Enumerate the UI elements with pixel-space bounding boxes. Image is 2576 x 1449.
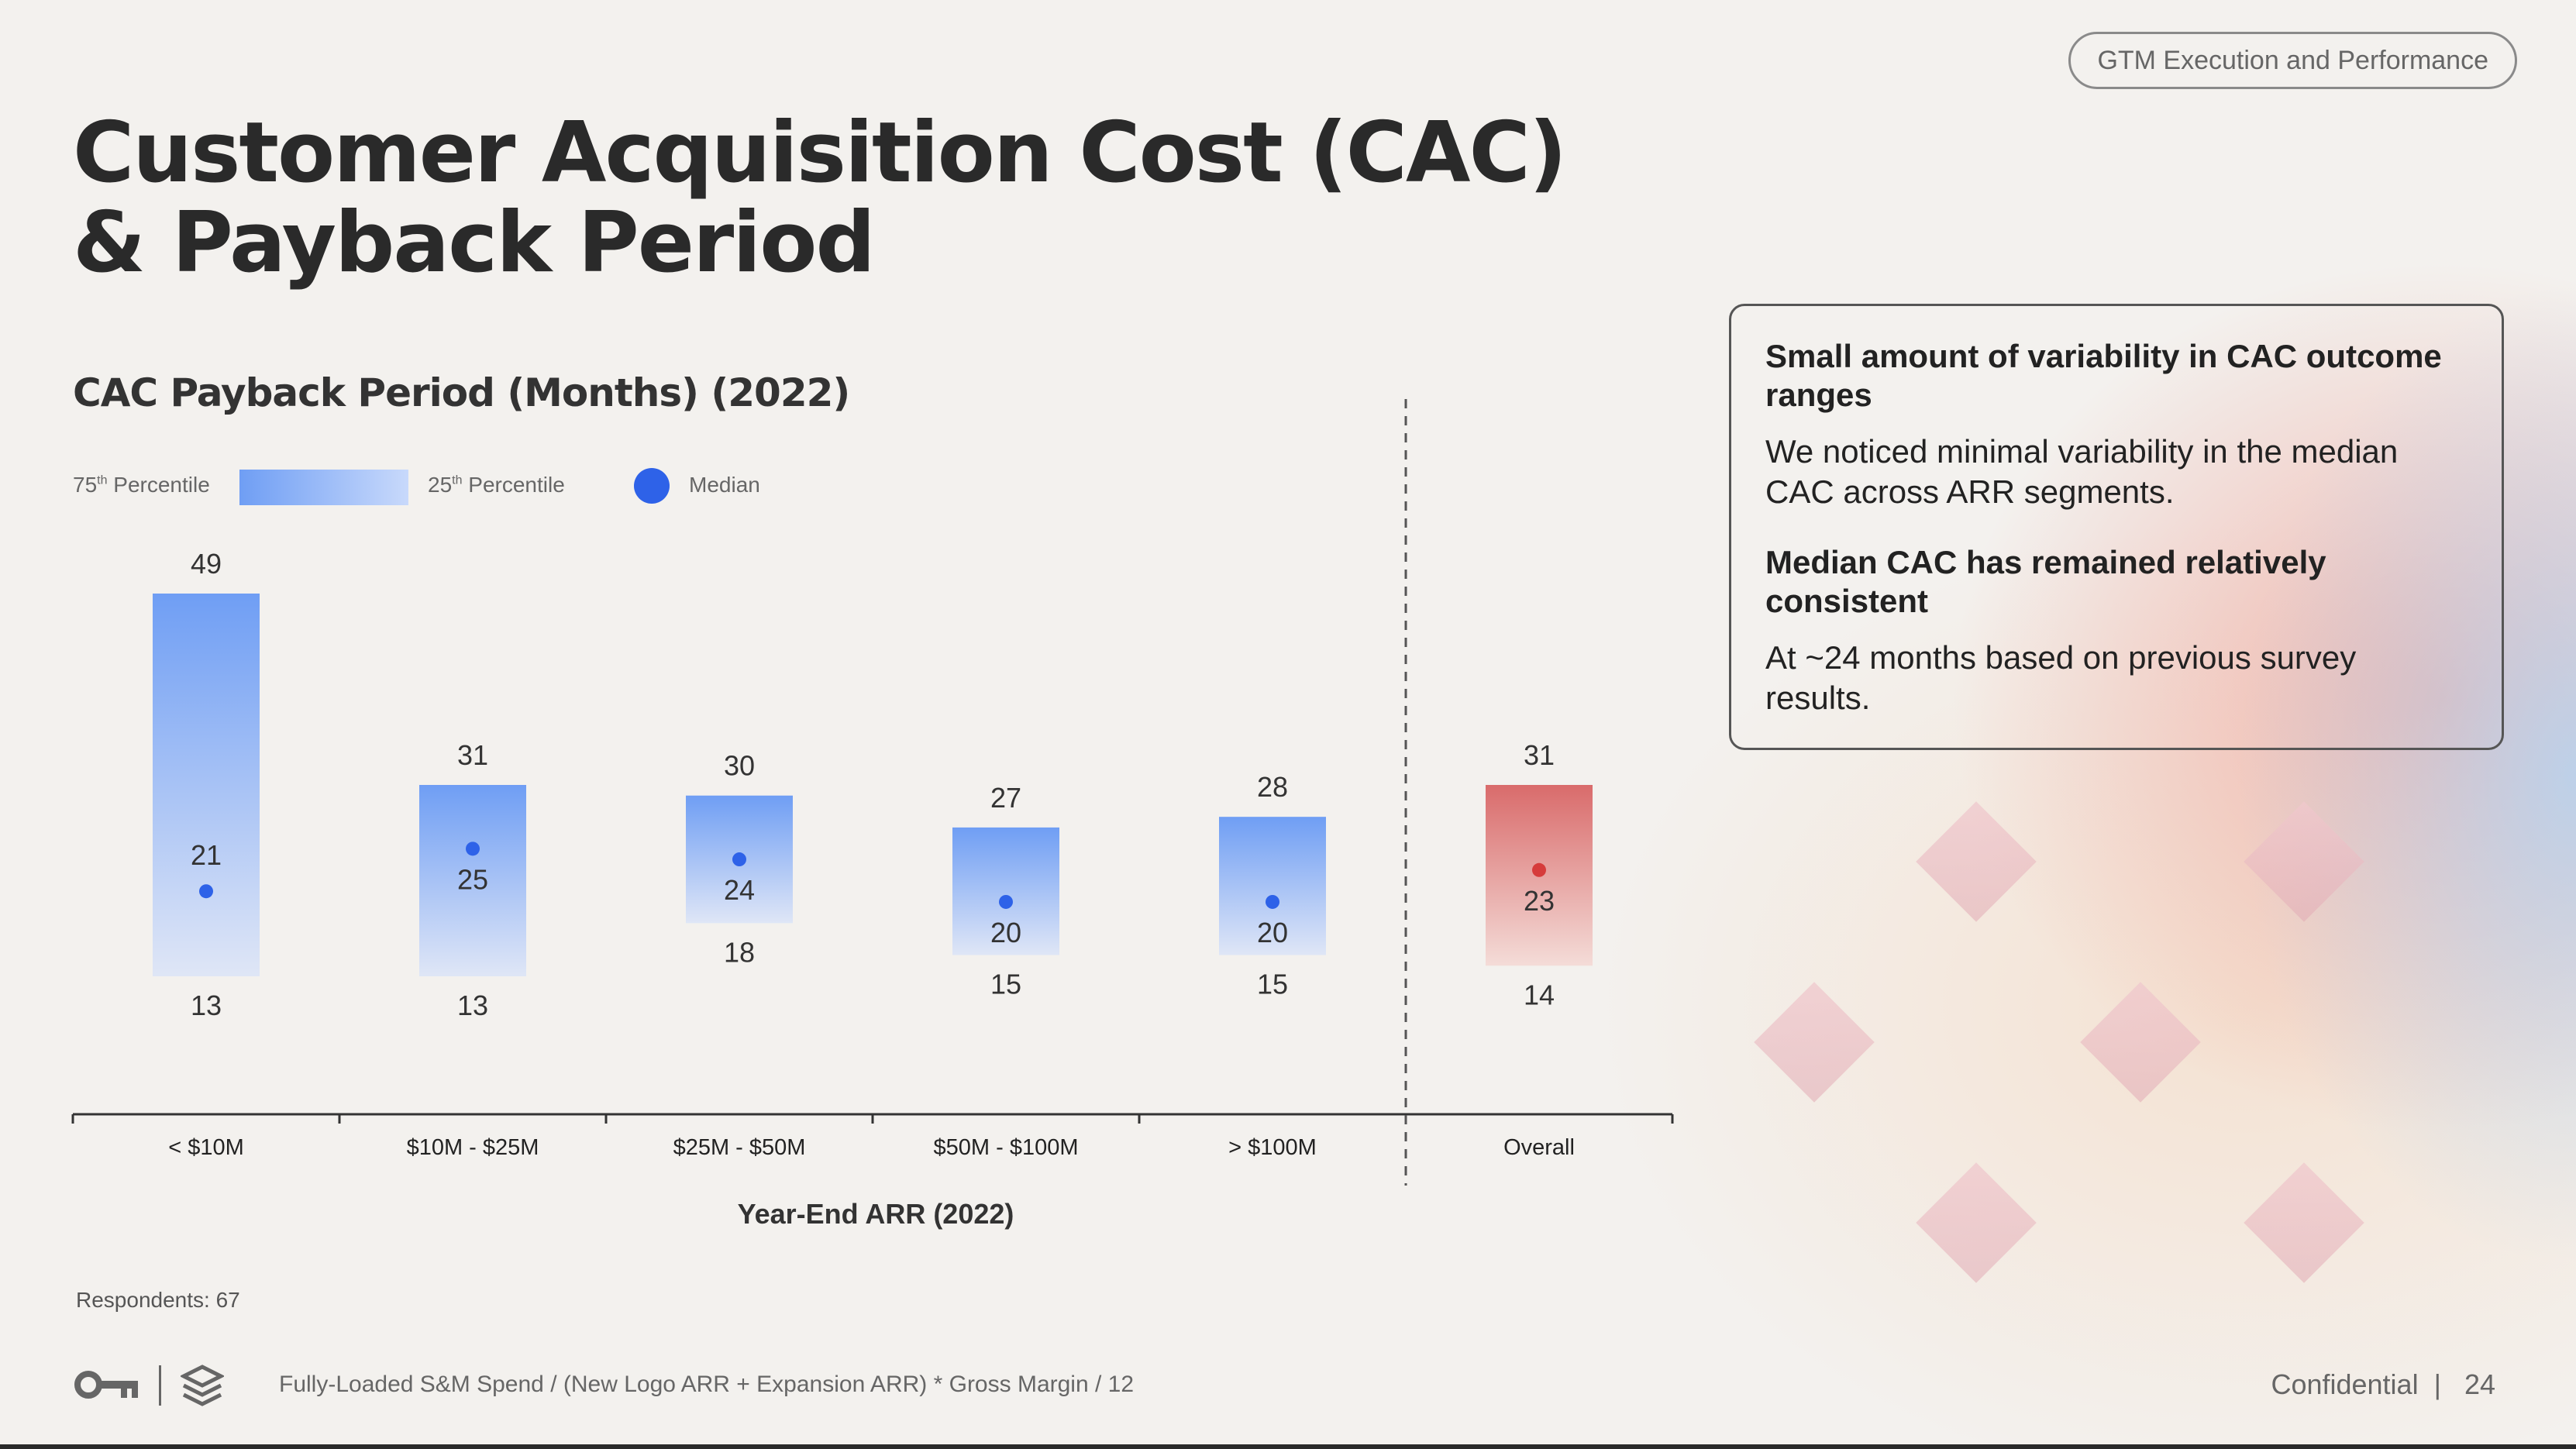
chart-title: CAC Payback Period (Months) (2022): [73, 370, 850, 415]
x-tick-label: $25M - $50M: [673, 1135, 806, 1160]
respondents-note: Respondents: 67: [76, 1288, 240, 1312]
stack-logo-icon: [181, 1365, 224, 1406]
median-data-label: 25: [457, 863, 488, 895]
legend-p25-label: 25th Percentile: [428, 473, 565, 497]
median-data-label: 21: [191, 839, 222, 871]
median-point: [999, 894, 1013, 909]
p75-data-label: 27: [990, 782, 1021, 814]
page-title: Customer Acquisition Cost (CAC) & Paybac…: [73, 108, 1778, 288]
median-data-label: 20: [990, 917, 1021, 948]
x-tick-label: $50M - $100M: [934, 1135, 1079, 1160]
median-data-label: 20: [1257, 917, 1288, 948]
cac-payback-chart: 49 13 21 < $10M 31 13 25 $10M - $25M 30 18 24 $25M …: [71, 399, 1674, 1186]
p25-data-label: 15: [1257, 969, 1288, 1000]
decorative-diamond: [1754, 982, 1875, 1103]
percentile-range-bar: [419, 785, 526, 976]
key-icon: [74, 1371, 138, 1399]
x-axis-title: Year-End ARR (2022): [737, 1198, 1014, 1230]
insight-heading-1: Small amount of variability in CAC outco…: [1765, 338, 2442, 413]
p75-data-label: 28: [1257, 771, 1288, 803]
insight-body-1: We noticed minimal variability in the me…: [1765, 433, 2399, 510]
percentile-range-bar: [153, 594, 260, 976]
p25-data-label: 13: [191, 990, 222, 1021]
p75-data-label: 49: [191, 548, 222, 580]
legend-median-label: Median: [689, 473, 760, 497]
decorative-diamond: [2244, 1162, 2364, 1283]
page-title-line-1: Customer Acquisition Cost (CAC): [73, 105, 1567, 201]
decorative-diamond: [1916, 1162, 2037, 1283]
cac-formula-note: Fully-Loaded S&M Spend / (New Logo ARR +…: [279, 1372, 1135, 1397]
footer: Fully-Loaded S&M Spend / (New Logo ARR +…: [0, 1356, 2576, 1418]
p75-data-label: 31: [457, 739, 488, 771]
p75-data-label: 30: [724, 750, 755, 782]
p25-data-label: 14: [1524, 979, 1555, 1010]
x-tick-label: > $100M: [1228, 1135, 1317, 1160]
x-tick-label: < $10M: [168, 1135, 244, 1160]
median-point: [1532, 862, 1546, 877]
median-data-label: 23: [1524, 885, 1555, 917]
insight-heading-2: Median CAC has remained relatively consi…: [1765, 544, 2326, 619]
p25-data-label: 15: [990, 969, 1021, 1000]
page-title-line-2: & Payback Period: [73, 194, 876, 291]
median-point: [466, 842, 480, 856]
p25-data-label: 13: [457, 990, 488, 1021]
decorative-diamond: [2244, 801, 2364, 922]
decorative-diamond: [1916, 801, 2037, 922]
legend-median-dot: [634, 468, 670, 504]
median-point: [732, 852, 746, 867]
median-data-label: 24: [724, 874, 755, 906]
decorative-diamond: [2080, 982, 2201, 1103]
legend-p75-label: 75th Percentile: [73, 473, 210, 497]
page-number: 24: [2464, 1368, 2495, 1400]
x-tick-label: $10M - $25M: [407, 1135, 539, 1160]
percentile-range-bar: [952, 827, 1059, 955]
p75-data-label: 31: [1524, 739, 1555, 771]
p25-data-label: 18: [724, 936, 755, 968]
x-tick-label: Overall: [1503, 1135, 1575, 1160]
percentile-range-bar: [1219, 817, 1326, 955]
median-point: [199, 884, 213, 899]
confidential-label: Confidential | 24: [2271, 1368, 2495, 1400]
median-point: [1266, 894, 1279, 909]
insight-body-2: At ~24 months based on previous survey r…: [1765, 639, 2357, 716]
legend-gradient-swatch: [239, 470, 408, 505]
section-tag: GTM Execution and Performance: [2068, 32, 2517, 89]
bottom-border: [0, 1444, 2576, 1449]
footer-separator: [159, 1365, 161, 1406]
insight-callout: Small amount of variability in CAC outco…: [1729, 304, 2504, 750]
